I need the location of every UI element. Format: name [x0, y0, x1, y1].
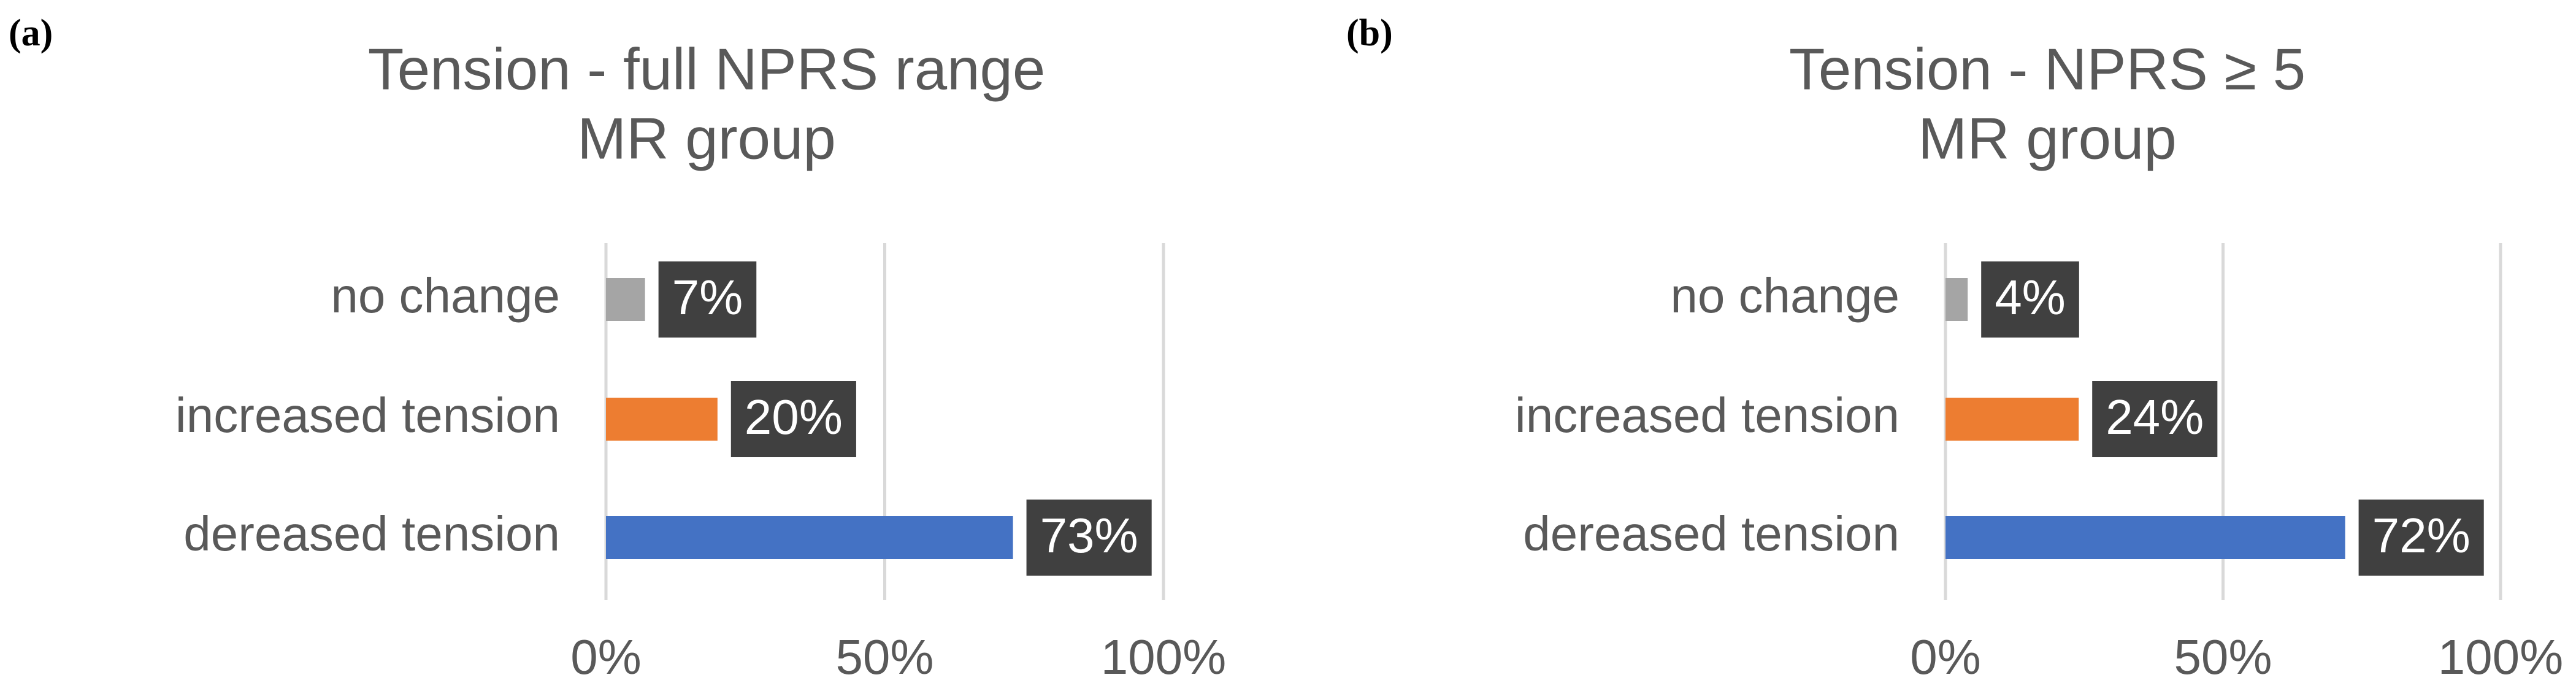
- value-label: 20%: [745, 390, 843, 444]
- panel-label: (b): [1346, 12, 1393, 54]
- bar: [606, 516, 1013, 559]
- x-tick-label: 0%: [570, 630, 642, 684]
- x-tick-label: 50%: [835, 630, 933, 684]
- panel-label: (a): [9, 12, 53, 54]
- value-label-box: [2358, 500, 2484, 576]
- y-tick-label: increased tension: [175, 388, 560, 442]
- value-label: 73%: [1040, 508, 1138, 563]
- y-tick-label: dereased tension: [183, 506, 560, 561]
- chart-title: Tension - full NPRS range: [368, 36, 1046, 102]
- x-tick-label: 0%: [1910, 630, 1981, 684]
- value-label: 24%: [2106, 390, 2204, 444]
- x-tick-label: 100%: [1101, 630, 1227, 684]
- y-tick-label: no change: [331, 268, 560, 323]
- value-label: 7%: [672, 270, 743, 325]
- x-tick-label: 100%: [2438, 630, 2564, 684]
- value-label-box: [658, 261, 757, 338]
- value-label-box: [1026, 500, 1152, 576]
- value-label: 4%: [1995, 270, 2066, 325]
- chart-subtitle: MR group: [577, 106, 836, 171]
- value-label: 72%: [2372, 508, 2471, 563]
- value-label-box: [2092, 381, 2218, 457]
- bar: [1945, 398, 2079, 441]
- y-tick-label: dereased tension: [1523, 506, 1899, 561]
- bar: [1945, 278, 1968, 321]
- bar: [606, 278, 645, 321]
- value-label-box: [730, 381, 856, 457]
- bar: [1945, 516, 2345, 559]
- y-tick-label: increased tension: [1515, 388, 1899, 442]
- value-label-box: [1981, 261, 2079, 338]
- x-tick-label: 50%: [2174, 630, 2272, 684]
- chart-title: Tension - NPRS ≥ 5: [1789, 36, 2306, 102]
- chart-subtitle: MR group: [1918, 106, 2177, 171]
- y-tick-label: no change: [1670, 268, 1899, 323]
- bar: [606, 398, 718, 441]
